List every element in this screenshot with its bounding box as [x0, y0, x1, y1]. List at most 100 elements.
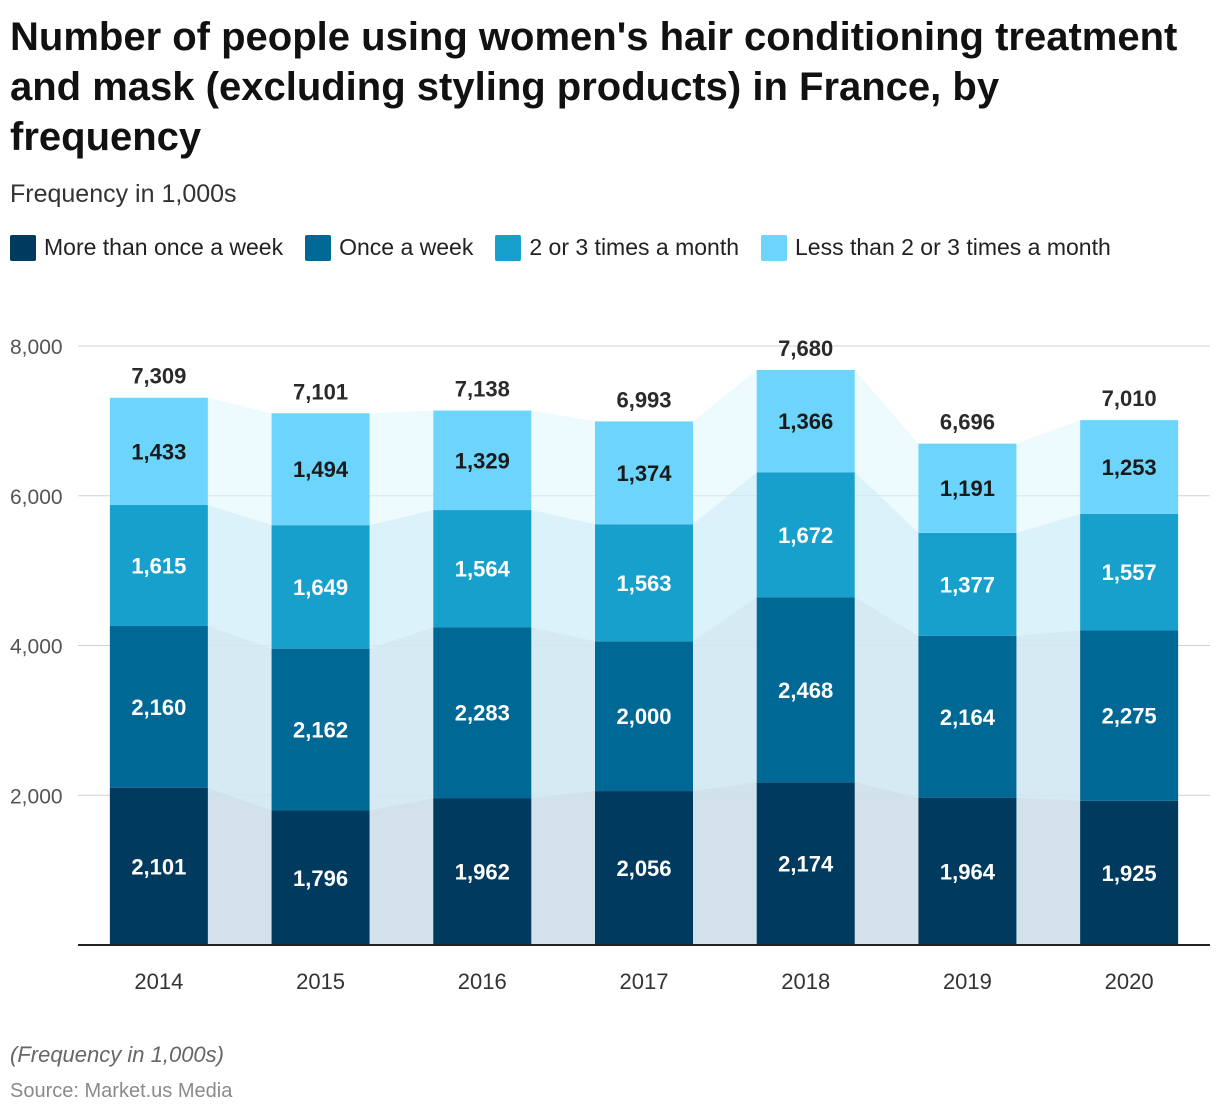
- bar-segment: [433, 410, 532, 511]
- bar-segment: [1080, 513, 1179, 631]
- data-label: 1,329: [455, 448, 510, 473]
- legend-label: Once a week: [339, 234, 474, 260]
- legend: More than once a week Once a week 2 or 3…: [10, 234, 1133, 261]
- bar-segment: [109, 625, 208, 788]
- x-tick-label: 2014: [134, 969, 183, 994]
- bar-segment: [595, 524, 693, 642]
- y-tick-label: 8,000: [10, 336, 63, 359]
- legend-item-less-than-2-or-3-times-a-month: Less than 2 or 3 times a month: [761, 234, 1111, 261]
- data-label: 1,796: [293, 866, 348, 891]
- data-label: 2,056: [616, 856, 671, 881]
- band-connector: [1016, 797, 1081, 945]
- data-label: 1,962: [455, 860, 510, 885]
- data-label: 1,649: [293, 575, 348, 600]
- bar-segment: [756, 472, 855, 598]
- data-label: 1,557: [1102, 560, 1157, 585]
- bar-segment: [918, 443, 1017, 533]
- x-tick-label: 2016: [458, 969, 507, 994]
- bar-segment: [433, 510, 532, 628]
- total-label: 7,010: [1102, 386, 1157, 411]
- data-label: 2,162: [293, 718, 348, 743]
- bar-segment: [109, 505, 208, 626]
- band-connector: [207, 787, 272, 945]
- data-label: 1,191: [940, 476, 995, 501]
- total-label: 7,309: [131, 364, 186, 389]
- data-label: 1,253: [1102, 455, 1157, 480]
- data-label: 1,564: [455, 557, 511, 582]
- band-connector: [531, 791, 595, 945]
- band-connector: [854, 782, 919, 945]
- legend-label: More than once a week: [44, 234, 284, 260]
- bar-segment: [595, 791, 693, 945]
- y-tick-label: 6,000: [10, 486, 63, 509]
- data-label: 1,615: [131, 553, 186, 578]
- bar-segment: [271, 525, 370, 649]
- legend-swatch: [10, 234, 36, 261]
- legend-swatch: [305, 234, 332, 261]
- total-label: 7,680: [778, 336, 833, 361]
- bar-segment: [271, 413, 370, 526]
- legend-item-2-or-3-times-a-month: 2 or 3 times a month: [495, 234, 739, 261]
- total-label: 6,993: [616, 387, 671, 412]
- data-label: 2,164: [940, 705, 996, 730]
- source-line: Source: Market.us Media: [10, 1080, 232, 1103]
- data-label: 2,000: [616, 704, 671, 729]
- legend-swatch: [495, 234, 522, 261]
- band-connector: [369, 798, 434, 945]
- total-label: 7,138: [455, 377, 510, 402]
- x-tick-label: 2017: [620, 969, 669, 994]
- source-label: Source:: [10, 1080, 79, 1102]
- bar-segment: [109, 397, 208, 506]
- y-tick-label: 2,000: [10, 785, 63, 808]
- bar-segment: [918, 532, 1017, 636]
- source-name: Market.us Media: [84, 1080, 233, 1102]
- data-label: 1,563: [616, 571, 671, 596]
- bar-segment: [756, 369, 855, 473]
- chart-title: Number of people using women's hair cond…: [10, 15, 1178, 159]
- data-label: 1,377: [940, 572, 995, 597]
- data-label: 2,160: [131, 695, 186, 720]
- chart-note: (Frequency in 1,000s): [10, 1042, 224, 1067]
- data-label: 2,283: [455, 701, 510, 726]
- total-label: 6,696: [940, 410, 995, 435]
- bar-segment: [918, 635, 1017, 798]
- data-label: 2,101: [131, 854, 186, 879]
- bar-segment: [271, 648, 370, 811]
- legend-label: 2 or 3 times a month: [529, 234, 739, 260]
- legend-label: Less than 2 or 3 times a month: [795, 234, 1111, 260]
- x-tick-label: 2015: [296, 969, 345, 994]
- data-label: 1,672: [778, 523, 833, 548]
- bar-segment: [271, 810, 370, 945]
- stacked-bar-chart: 2,000 4,000 6,000 8,000 2,101 2,160 1,615 1,433…: [10, 336, 1210, 994]
- x-tick-label: 2020: [1105, 969, 1154, 994]
- data-label: 2,174: [778, 852, 834, 877]
- data-label: 1,433: [131, 439, 186, 464]
- legend-item-more-than-once-a-week: More than once a week: [10, 234, 283, 261]
- data-label: 1,964: [940, 859, 996, 884]
- legend-swatch: [761, 234, 787, 261]
- data-label: 2,275: [1102, 704, 1157, 729]
- y-tick-label: 4,000: [10, 636, 63, 659]
- legend-item-once-a-week: Once a week: [305, 234, 473, 261]
- bar-segment: [756, 782, 855, 945]
- bar-segment: [1080, 630, 1179, 801]
- x-tick-label: 2018: [781, 969, 830, 994]
- total-label: 7,101: [293, 379, 348, 404]
- band-connector: [693, 782, 757, 945]
- data-label: 1,374: [616, 461, 672, 486]
- bar-segment: [1080, 800, 1179, 945]
- x-tick-label: 2019: [943, 969, 992, 994]
- data-label: 1,494: [293, 457, 349, 482]
- bar-segment: [918, 797, 1017, 945]
- bar-segment: [1080, 420, 1179, 514]
- bar-segment: [595, 421, 693, 525]
- data-label: 2,468: [778, 678, 833, 703]
- bar-segment: [595, 641, 693, 792]
- bar-segment: [433, 627, 532, 799]
- bar-segment: [433, 798, 532, 945]
- data-label: 1,366: [778, 409, 833, 434]
- bar-segment: [109, 787, 208, 945]
- chart-subtitle: Frequency in 1,000s: [10, 180, 237, 208]
- data-label: 1,925: [1102, 861, 1157, 886]
- bar-segment: [756, 597, 855, 783]
